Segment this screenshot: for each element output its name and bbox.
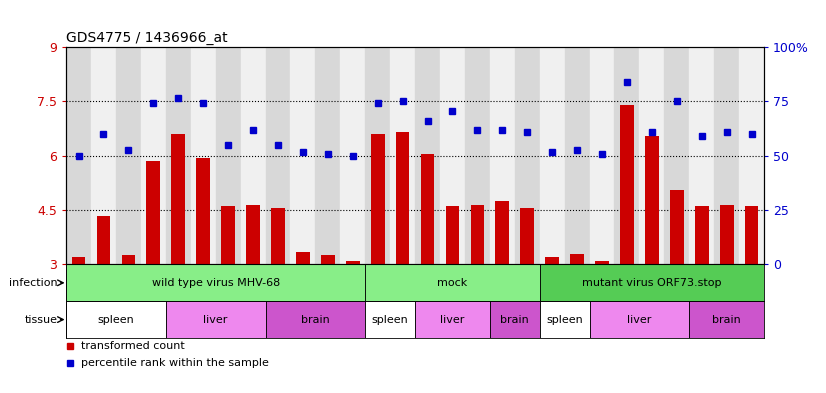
Bar [420, 154, 434, 264]
Bar [490, 301, 539, 338]
Bar [72, 257, 85, 264]
Bar [590, 301, 689, 338]
Bar [520, 208, 534, 264]
Bar [66, 301, 166, 338]
Bar [415, 47, 440, 264]
Bar [545, 257, 559, 264]
Bar [670, 190, 684, 264]
Bar [146, 161, 160, 264]
Bar [365, 301, 415, 338]
Bar [66, 264, 365, 301]
Bar [166, 301, 265, 338]
Bar [745, 206, 758, 264]
Bar [445, 206, 459, 264]
Bar [221, 206, 235, 264]
Bar [596, 261, 609, 264]
Text: liver: liver [203, 314, 228, 325]
Bar [565, 47, 590, 264]
Bar [191, 47, 216, 264]
Bar [465, 47, 490, 264]
Text: brain: brain [501, 314, 529, 325]
Bar [396, 132, 410, 264]
Bar [66, 47, 91, 264]
Bar [265, 301, 365, 338]
Bar [246, 205, 260, 264]
Text: liver: liver [627, 314, 652, 325]
Text: infection: infection [9, 278, 58, 288]
Bar [265, 47, 291, 264]
Bar [689, 47, 714, 264]
Bar [390, 47, 415, 264]
Bar [496, 201, 509, 264]
Bar [296, 252, 310, 264]
Bar [719, 205, 733, 264]
Bar [365, 264, 539, 301]
Text: transformed count: transformed count [82, 341, 185, 351]
Bar [97, 215, 111, 264]
Bar [365, 47, 390, 264]
Bar [197, 158, 210, 264]
Bar [645, 136, 658, 264]
Bar [490, 47, 515, 264]
Bar [570, 253, 584, 264]
Text: mock: mock [437, 278, 468, 288]
Text: brain: brain [301, 314, 330, 325]
Text: spleen: spleen [546, 314, 583, 325]
Bar [664, 47, 689, 264]
Text: percentile rank within the sample: percentile rank within the sample [82, 358, 269, 368]
Text: mutant virus ORF73.stop: mutant virus ORF73.stop [582, 278, 722, 288]
Bar [440, 47, 465, 264]
Bar [116, 47, 141, 264]
Bar [172, 134, 185, 264]
Bar [371, 134, 385, 264]
Text: GDS4775 / 1436966_at: GDS4775 / 1436966_at [66, 31, 228, 45]
Text: wild type virus MHV-68: wild type virus MHV-68 [151, 278, 280, 288]
Bar [539, 301, 590, 338]
Bar [695, 206, 709, 264]
Bar [471, 205, 484, 264]
Bar [620, 105, 634, 264]
Bar [316, 47, 340, 264]
Bar [166, 47, 191, 264]
Bar [216, 47, 240, 264]
Text: tissue: tissue [25, 314, 58, 325]
Bar [689, 301, 764, 338]
Bar [415, 301, 490, 338]
Text: brain: brain [712, 314, 741, 325]
Bar [639, 47, 664, 264]
Bar [515, 47, 539, 264]
Bar [240, 47, 265, 264]
Bar [739, 47, 764, 264]
Bar [121, 255, 135, 264]
Bar [271, 208, 285, 264]
Text: spleen: spleen [97, 314, 135, 325]
Bar [539, 264, 764, 301]
Bar [714, 47, 739, 264]
Bar [590, 47, 615, 264]
Bar [539, 47, 565, 264]
Bar [340, 47, 365, 264]
Bar [346, 261, 359, 264]
Bar [321, 255, 335, 264]
Text: liver: liver [440, 314, 465, 325]
Bar [615, 47, 639, 264]
Bar [141, 47, 166, 264]
Bar [291, 47, 316, 264]
Bar [91, 47, 116, 264]
Text: spleen: spleen [372, 314, 409, 325]
